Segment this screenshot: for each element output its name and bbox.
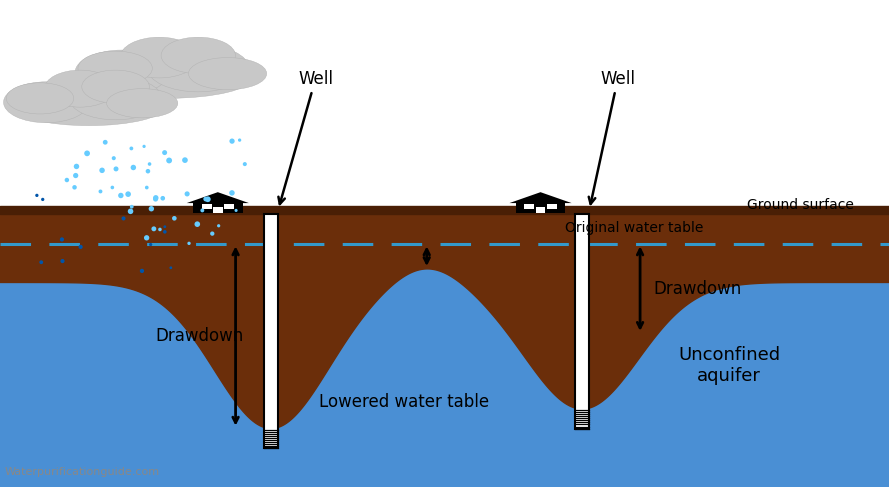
Point [55, 236, 69, 244]
Ellipse shape [148, 45, 249, 92]
Point [148, 194, 163, 202]
Point [68, 184, 82, 191]
Point [157, 228, 172, 236]
Point [157, 149, 172, 156]
Point [153, 225, 167, 233]
Bar [224, 205, 234, 209]
Point [34, 258, 48, 266]
Point [140, 184, 154, 191]
Point [144, 205, 158, 213]
Point [237, 160, 252, 168]
Point [114, 191, 128, 199]
Point [124, 207, 138, 215]
Point [121, 190, 135, 198]
Ellipse shape [4, 82, 89, 123]
Polygon shape [516, 203, 565, 213]
Text: Ground surface: Ground surface [747, 198, 853, 211]
Point [205, 230, 220, 238]
Point [107, 154, 121, 162]
Point [178, 156, 192, 164]
Text: Unconfined
aquifer: Unconfined aquifer [678, 346, 780, 385]
Ellipse shape [82, 70, 149, 103]
Ellipse shape [120, 37, 198, 78]
Text: Well: Well [589, 70, 636, 204]
Point [162, 157, 176, 165]
Point [55, 257, 69, 265]
Point [143, 241, 157, 248]
Point [140, 234, 154, 242]
Polygon shape [0, 214, 889, 429]
Ellipse shape [75, 50, 169, 95]
Point [212, 222, 226, 230]
Point [93, 187, 108, 195]
Point [229, 206, 244, 214]
Point [233, 136, 247, 144]
Point [36, 195, 50, 203]
Text: Original water table: Original water table [565, 221, 703, 235]
Point [137, 143, 151, 150]
Point [140, 168, 155, 175]
Point [124, 203, 139, 210]
Ellipse shape [188, 57, 267, 90]
Text: Waterpurificationguide.com: Waterpurificationguide.com [4, 467, 159, 477]
Point [147, 225, 161, 233]
Point [126, 164, 140, 171]
Bar [547, 205, 557, 209]
Point [98, 138, 112, 146]
Point [190, 220, 204, 228]
Ellipse shape [85, 57, 252, 98]
Bar [535, 207, 546, 213]
Bar [525, 205, 534, 209]
Text: Well: Well [278, 70, 333, 204]
Point [29, 191, 44, 199]
Point [124, 145, 139, 152]
Ellipse shape [69, 77, 162, 120]
Point [164, 264, 178, 272]
Point [80, 150, 94, 157]
Point [157, 223, 172, 231]
Text: Lowered water table: Lowered water table [319, 393, 490, 411]
Point [60, 176, 74, 184]
Bar [575, 214, 589, 429]
Bar [202, 205, 212, 209]
Point [135, 267, 149, 275]
Point [68, 171, 83, 179]
Point [109, 165, 124, 173]
Bar [264, 214, 278, 448]
Point [180, 190, 194, 198]
Point [167, 214, 181, 222]
Ellipse shape [44, 70, 116, 107]
Point [182, 240, 196, 247]
Ellipse shape [6, 83, 74, 114]
Ellipse shape [161, 37, 236, 74]
Point [69, 163, 84, 170]
Polygon shape [0, 269, 889, 487]
Polygon shape [509, 192, 572, 203]
Point [201, 195, 215, 203]
Point [225, 137, 239, 145]
Text: Drawdown: Drawdown [653, 280, 741, 298]
Ellipse shape [107, 89, 178, 118]
Point [116, 215, 131, 223]
Polygon shape [193, 203, 243, 213]
Point [105, 184, 119, 191]
Point [198, 195, 212, 203]
Point [156, 194, 170, 202]
Ellipse shape [13, 89, 164, 126]
Point [148, 195, 163, 203]
Point [74, 243, 88, 251]
Ellipse shape [78, 51, 152, 85]
Point [95, 167, 109, 174]
Point [196, 206, 210, 214]
Point [225, 189, 239, 197]
Polygon shape [187, 192, 249, 203]
Bar [212, 207, 223, 213]
Point [142, 160, 156, 168]
Text: Drawdown: Drawdown [156, 327, 244, 345]
